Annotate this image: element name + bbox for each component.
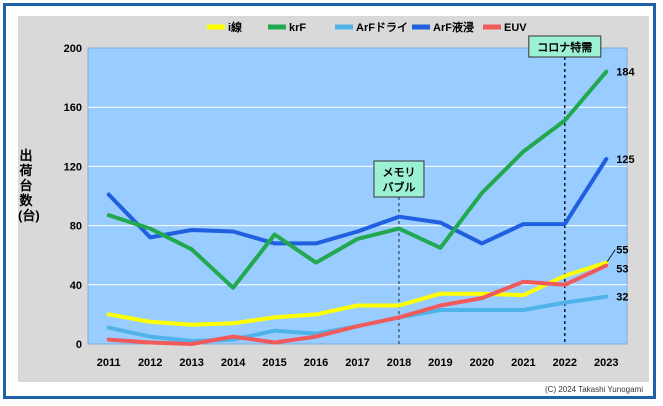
legend-label: ArFドライ [356,21,408,34]
x-tick-label: 2019 [428,357,452,369]
x-tick-label: 2022 [553,357,577,369]
annotation-label: コロナ特需 [537,40,592,54]
annotation-box [528,35,602,58]
x-tick-label: 2021 [511,357,535,369]
y-axis-label: 出荷台数(台) [18,148,40,223]
y-tick-label: 200 [64,43,82,55]
annotation-box [373,160,425,198]
legend-label: ArF液浸 [433,20,474,34]
x-tick-label: 2023 [594,357,618,369]
end-value-label: 184 [616,67,635,79]
series-line [106,69,609,290]
annotation-label: バブル [382,180,415,194]
x-tick-label: 2017 [345,357,369,369]
y-tick-label: 40 [70,280,82,292]
end-value-label: 53 [616,264,628,276]
series-line [106,263,609,346]
y-tick-label: 0 [76,339,82,351]
end-value-label: 55 [616,245,628,257]
plot-area [87,47,628,345]
annotation-label: メモリ [382,166,415,179]
copyright-credit: (C) 2024 Takashi Yunogami [545,385,643,394]
x-tick-label: 2013 [179,357,203,369]
x-tick-label: 2011 [97,357,121,369]
y-tick-label: 80 [70,221,82,233]
legend-label: EUV [504,22,527,34]
x-tick-label: 2016 [304,357,328,369]
end-value-label: 32 [616,292,628,304]
legend-label: krF [289,22,306,34]
x-tick-label: 2012 [138,357,162,369]
x-tick-label: 2020 [470,357,494,369]
x-tick-label: 2015 [262,357,286,369]
y-tick-label: 160 [64,102,82,114]
label-leader [606,249,616,262]
series-line [106,157,609,246]
y-tick-label: 120 [64,161,82,173]
legend-label: i線 [228,20,242,34]
series-line [106,260,609,327]
end-value-label: 125 [616,154,634,166]
x-tick-label: 2014 [221,357,246,369]
x-tick-label: 2018 [387,357,411,369]
